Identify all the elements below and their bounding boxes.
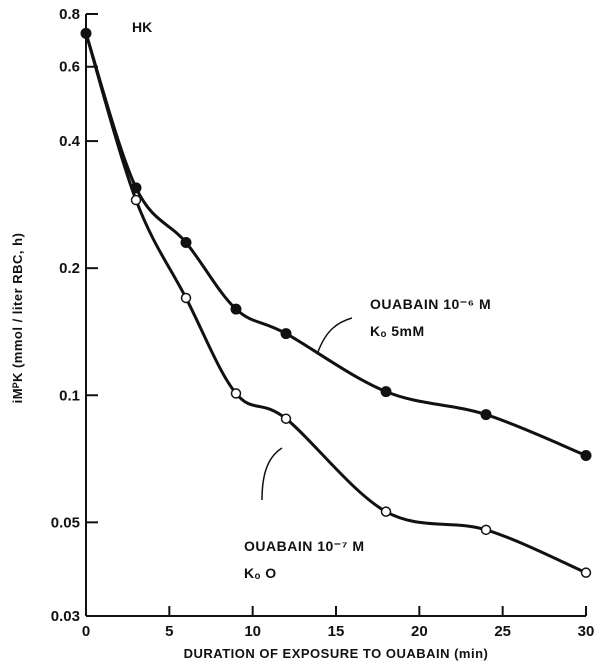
series-1-point-0	[80, 27, 92, 39]
series-2-point-5	[480, 524, 492, 536]
x-tick-label-0: 0	[82, 623, 90, 640]
y-axis-title: iMᴾK (mmol / liter RBC, h)	[10, 233, 25, 404]
y-tick-label-5: 0.6	[59, 59, 80, 76]
series-2-point-0	[130, 194, 142, 206]
series-1-point-7	[580, 449, 592, 461]
series-1-leader-line	[317, 317, 353, 353]
y-tick-label-0: 0.03	[51, 608, 80, 625]
series-1-point-3	[230, 303, 242, 315]
series-1-point-1	[130, 182, 142, 194]
series-2-point-6	[580, 567, 592, 578]
series-2-point-2	[230, 388, 242, 399]
x-tick-label-1: 5	[165, 623, 173, 640]
series-1-point-5	[380, 386, 392, 398]
series-1-point-2	[180, 237, 192, 249]
y-ticks: 0.03 0.05 0.1 0.2 0.4 0.6 0.8	[51, 6, 98, 625]
data-points	[80, 27, 592, 578]
x-tick-label-4: 20	[411, 623, 428, 640]
x-tick-label-6: 30	[578, 623, 595, 640]
series-2-point-1	[180, 292, 192, 304]
y-tick-label-4: 0.4	[59, 133, 81, 150]
y-tick-label-2: 0.1	[59, 387, 80, 404]
x-tick-label-5: 25	[494, 623, 511, 640]
series-2-curve	[84, 32, 587, 575]
fit-curves	[84, 32, 587, 575]
series-1-curve	[84, 32, 587, 457]
series-2-annotation-line-2: Kₒ O	[244, 565, 277, 581]
series-1-annotation-line-2: Kₒ 5mM	[370, 323, 425, 339]
series-1-point-6	[480, 409, 492, 421]
series-2-annotation-line-1: OUABAIN 10⁻⁷ M	[244, 538, 365, 554]
x-tick-label-2: 10	[244, 623, 261, 640]
series-1-annotation-line-1: OUABAIN 10⁻⁶ M	[370, 296, 491, 312]
x-tick-label-3: 15	[328, 623, 345, 640]
x-ticks: 0 5 10 15 20 25 30	[82, 606, 595, 640]
y-tick-label-6: 0.8	[59, 6, 80, 23]
series-2-point-3	[280, 413, 292, 424]
x-axis-title: DURATION OF EXPOSURE TO OUABAIN (min)	[184, 646, 489, 661]
series-2-leader-line	[261, 447, 283, 501]
series-2-point-4	[380, 506, 392, 517]
series-1-point-4	[280, 328, 292, 340]
y-tick-label-3: 0.2	[59, 260, 80, 277]
y-tick-label-1: 0.05	[51, 514, 80, 531]
panel-label: HK	[132, 19, 152, 35]
